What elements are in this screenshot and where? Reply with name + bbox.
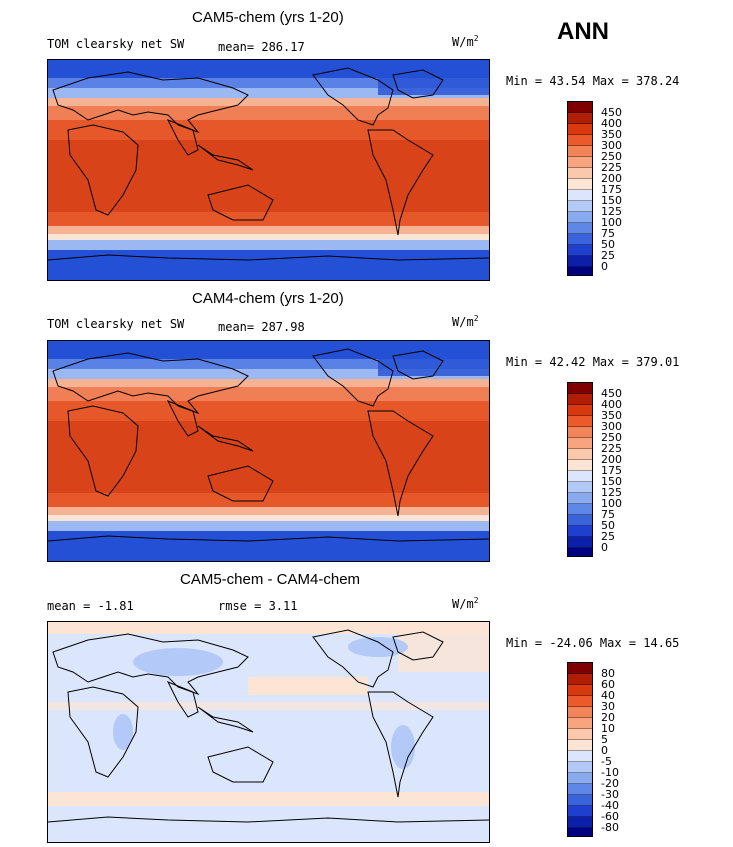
cbar-tick-label: 25: [601, 530, 615, 543]
cbar-tick-label: 150: [601, 475, 622, 488]
cbar-tick-label: 350: [601, 128, 622, 141]
season-label: ANN: [557, 18, 609, 45]
cbar-tick-label: 225: [601, 442, 622, 455]
cbar-tick-label: 350: [601, 409, 622, 422]
panel1-mean: mean= 286.17: [218, 40, 305, 54]
panel2-variable-label: TOM clearsky net SW: [47, 317, 185, 331]
cbar-tick-label: -10: [601, 766, 619, 779]
cbar-tick-label: -30: [601, 788, 619, 801]
cbar-tick-label: 175: [601, 464, 622, 477]
cbar-tick-label: 40: [601, 689, 615, 702]
cbar-tick-label: 20: [601, 711, 615, 724]
panel2-units: W/m2: [452, 314, 479, 329]
cbar-tick-label: 10: [601, 722, 615, 735]
cbar-tick-label: 100: [601, 216, 622, 229]
panel2-field: [48, 341, 489, 561]
panel1-colorbar: [567, 101, 593, 276]
cbar-tick-label: 250: [601, 150, 622, 163]
cbar-tick-label: -60: [601, 810, 619, 823]
cbar-tick-label: 300: [601, 420, 622, 433]
panel3-title: CAM5-chem - CAM4-chem: [180, 571, 361, 588]
cbar-tick-label: 5: [601, 733, 608, 746]
cbar-tick-label: -20: [601, 777, 619, 790]
cbar-tick-label: 200: [601, 453, 622, 466]
cbar-tick-label: 125: [601, 486, 622, 499]
panel1-map: [47, 59, 490, 281]
cbar-tick-label: 25: [601, 249, 615, 262]
panel3-units: W/m2: [452, 596, 479, 611]
panel3-mean: mean = -1.81: [47, 599, 134, 613]
panel1-title: CAM5-chem (yrs 1-20): [192, 9, 344, 26]
panel3-minmax: Min = -24.06 Max = 14.65: [506, 636, 680, 650]
cbar-tick-label: 175: [601, 183, 622, 196]
panel1-field: [48, 60, 489, 280]
cbar-tick-label: 75: [601, 227, 615, 240]
panel2-map: [47, 340, 490, 562]
cbar-tick-label: 200: [601, 172, 622, 185]
panel2-minmax: Min = 42.42 Max = 379.01: [506, 355, 680, 369]
cbar-tick-label: 30: [601, 700, 615, 713]
panel3-colorbar: [567, 662, 593, 837]
cbar-tick-label: 450: [601, 106, 622, 119]
cbar-tick-label: 300: [601, 139, 622, 152]
cbar-tick-label: 150: [601, 194, 622, 207]
cbar-tick-label: 80: [601, 667, 615, 680]
cbar-tick-label: -5: [601, 755, 612, 768]
cbar-tick-label: 0: [601, 541, 608, 554]
cbar-tick-label: 50: [601, 238, 615, 251]
panel3-rmse: rmse = 3.11: [218, 599, 298, 613]
panel1-minmax: Min = 43.54 Max = 378.24: [506, 74, 680, 88]
cbar-tick-label: 450: [601, 387, 622, 400]
cbar-tick-label: 50: [601, 519, 615, 532]
panel1-units: W/m2: [452, 34, 479, 49]
cbar-tick-label: 0: [601, 744, 608, 757]
cbar-tick-label: 75: [601, 508, 615, 521]
cbar-tick-label: 0: [601, 260, 608, 273]
panel1-variable-label: TOM clearsky net SW: [47, 37, 185, 51]
panel2-colorbar: [567, 382, 593, 557]
cbar-tick-label: 225: [601, 161, 622, 174]
cbar-tick-label: 125: [601, 205, 622, 218]
panel3-map: [47, 621, 490, 843]
cbar-tick-label: 60: [601, 678, 615, 691]
cbar-tick-label: -40: [601, 799, 619, 812]
cbar-tick-label: -80: [601, 821, 619, 834]
panel2-mean: mean= 287.98: [218, 320, 305, 334]
cbar-tick-label: 250: [601, 431, 622, 444]
cbar-tick-label: 400: [601, 117, 622, 130]
cbar-tick-label: 100: [601, 497, 622, 510]
panel3-field: [48, 622, 489, 842]
panel2-title: CAM4-chem (yrs 1-20): [192, 290, 344, 307]
cbar-tick-label: 400: [601, 398, 622, 411]
